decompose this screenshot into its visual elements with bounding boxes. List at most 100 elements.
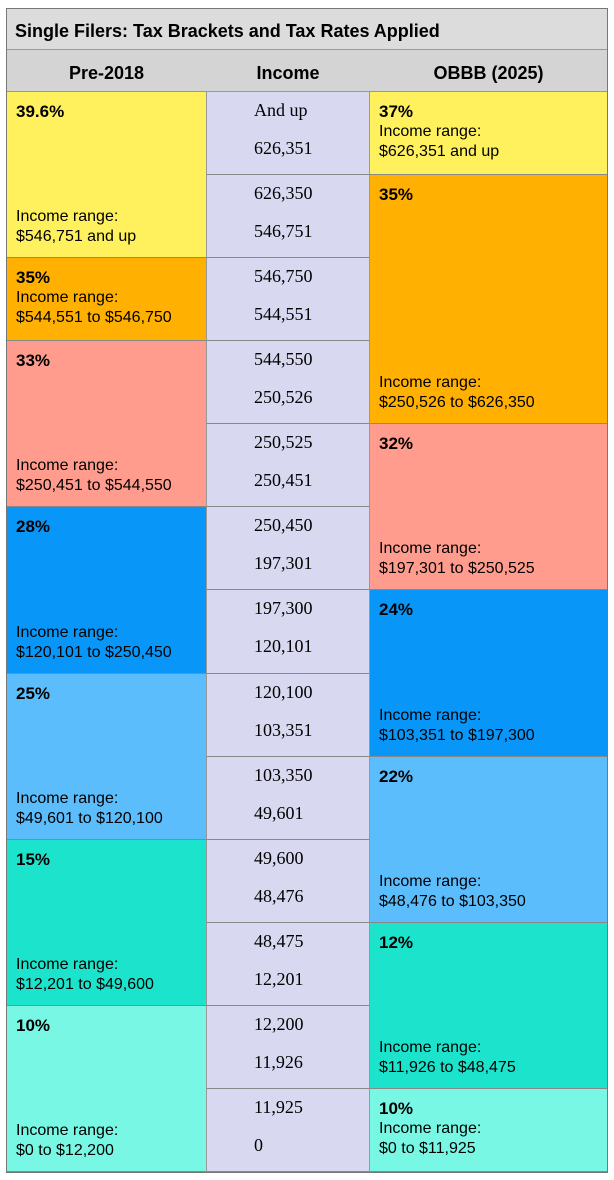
bracket-block: 37% Income range: $626,351 and up	[370, 92, 607, 176]
column-header: Pre-2018	[7, 50, 206, 92]
income-cell: 626,350 546,751	[206, 175, 370, 259]
income-upper: 120,100	[254, 681, 313, 702]
income-range: $49,601 to $120,100	[16, 809, 163, 827]
bracket-block: 15% Income range: $12,201 to $49,600	[7, 839, 206, 1006]
tax-rate: 35%	[379, 185, 414, 205]
income-cell: 12,200 11,926	[206, 1005, 370, 1089]
range-label: Income range:	[379, 540, 482, 558]
income-upper: 48,475	[254, 930, 304, 951]
income-upper: 49,600	[254, 847, 304, 868]
bracket-block: 10% Income range: $0 to $11,925	[370, 1088, 607, 1173]
tax-rate: 22%	[379, 766, 414, 786]
tax-rate: 15%	[16, 849, 51, 869]
range-label: Income range:	[16, 289, 119, 307]
tax-rate: 25%	[16, 683, 51, 703]
range-group: Income range: $0 to $12,200	[16, 1121, 118, 1161]
income-range: $544,551 to $546,750	[16, 309, 172, 327]
range-label: Income range:	[379, 374, 482, 392]
tax-rate: 24%	[379, 600, 414, 620]
range-group: Income range: $250,451 to $544,550	[16, 456, 172, 496]
range-group: Income range: $49,601 to $120,100	[16, 789, 163, 829]
bracket-block: 32% Income range: $197,301 to $250,525	[370, 424, 607, 591]
income-range: $120,101 to $250,450	[16, 643, 172, 661]
income-cell: 120,100 103,351	[206, 673, 370, 757]
range-group: Income range: $546,751 and up	[16, 207, 136, 247]
income-upper: And up	[254, 100, 308, 120]
tax-rate: 28%	[16, 517, 51, 537]
income-upper: 546,750	[254, 266, 313, 287]
range-label: Income range:	[379, 123, 482, 140]
income-upper: 12,200	[254, 1013, 304, 1034]
income-range: $0 to $12,200	[16, 1142, 114, 1160]
income-upper: 103,350	[254, 764, 313, 785]
income-range: $197,301 to $250,525	[379, 560, 535, 578]
range-group: Income range: $48,476 to $103,350	[379, 872, 526, 912]
tax-rate: 12%	[379, 932, 414, 952]
range-label: Income range:	[16, 1122, 119, 1140]
income-lower: 544,551	[254, 304, 313, 325]
income-lower: 250,526	[254, 387, 313, 408]
range-label: Income range:	[16, 789, 119, 807]
range-group: Income range: $11,926 to $48,475	[379, 1038, 516, 1078]
income-upper: 544,550	[254, 349, 313, 370]
income-cell: 197,300 120,101	[206, 590, 370, 674]
range-group: Income range: $103,351 to $197,300	[379, 706, 535, 746]
income-cell: And up 626,351	[206, 92, 370, 176]
income-lower: 0	[254, 1134, 263, 1155]
tax-rate: 33%	[16, 351, 51, 371]
income-lower: 11,926	[254, 1051, 303, 1072]
range-label: Income range:	[16, 208, 119, 226]
income-cell: 250,450 197,301	[206, 507, 370, 591]
range-label: Income range:	[16, 955, 119, 973]
bracket-block: 12% Income range: $11,926 to $48,475	[370, 922, 607, 1089]
income-cell: 49,600 48,476	[206, 839, 370, 923]
bracket-block: 35% Income range: $544,551 to $546,750	[7, 258, 206, 342]
income-range: $546,751 and up	[16, 228, 137, 246]
income-upper: 197,300	[254, 598, 313, 619]
income-range: $626,351 and up	[379, 143, 500, 160]
income-lower: 48,476	[254, 885, 304, 906]
bracket-block: 35% Income range: $250,526 to $626,350	[370, 175, 607, 425]
bracket-block: 24% Income range: $103,351 to $197,300	[370, 590, 607, 757]
tax-rate: 39.6%	[16, 102, 65, 121]
range-group: Income range: $250,526 to $626,350	[379, 373, 535, 413]
income-upper: 626,350	[254, 183, 313, 204]
income-range: $250,451 to $544,550	[16, 477, 172, 495]
income-lower: 197,301	[254, 553, 313, 574]
income-cell: 11,925 0	[206, 1088, 370, 1173]
income-range: $48,476 to $103,350	[379, 892, 526, 910]
bracket-block: 25% Income range: $49,601 to $120,100	[7, 673, 206, 840]
income-lower: 626,351	[254, 138, 313, 158]
table-frame	[6, 8, 608, 1173]
range-group: Income range: $12,201 to $49,600	[16, 955, 154, 995]
income-range: $12,201 to $49,600	[16, 975, 154, 993]
range-label: Income range:	[16, 623, 119, 641]
income-lower: 546,751	[254, 221, 313, 242]
bracket-block: 22% Income range: $48,476 to $103,350	[370, 756, 607, 923]
income-cell: 546,750 544,551	[206, 258, 370, 342]
income-lower: 250,451	[254, 470, 313, 491]
income-cell: 103,350 49,601	[206, 756, 370, 840]
income-range: $11,926 to $48,475	[379, 1058, 516, 1076]
range-group: Income range: $197,301 to $250,525	[379, 539, 535, 579]
income-cell: 544,550 250,526	[206, 341, 370, 425]
income-lower: 49,601	[254, 802, 304, 823]
income-lower: 103,351	[254, 719, 313, 740]
range-label: Income range:	[379, 1119, 482, 1137]
column-header: OBBB (2025)	[370, 50, 607, 92]
range-group: Income range: $120,101 to $250,450	[16, 623, 172, 663]
table-title: Single Filers: Tax Brackets and Tax Rate…	[7, 9, 607, 50]
income-cell: 250,525 250,451	[206, 424, 370, 508]
income-upper: 250,450	[254, 515, 313, 536]
column-header: Income	[206, 50, 370, 92]
tax-rate: 35%	[16, 268, 51, 288]
income-cell: 48,475 12,201	[206, 922, 370, 1006]
income-range: $0 to $11,925	[379, 1139, 476, 1157]
range-label: Income range:	[16, 457, 119, 475]
income-range: $103,351 to $197,300	[379, 726, 535, 744]
tax-rate: 10%	[16, 1015, 51, 1035]
tax-rate: 37%	[379, 102, 414, 121]
tax-rate: 32%	[379, 434, 414, 454]
bracket-block: 39.6% Income range: $546,751 and up	[7, 92, 206, 259]
bracket-block: 10% Income range: $0 to $12,200	[7, 1005, 206, 1173]
